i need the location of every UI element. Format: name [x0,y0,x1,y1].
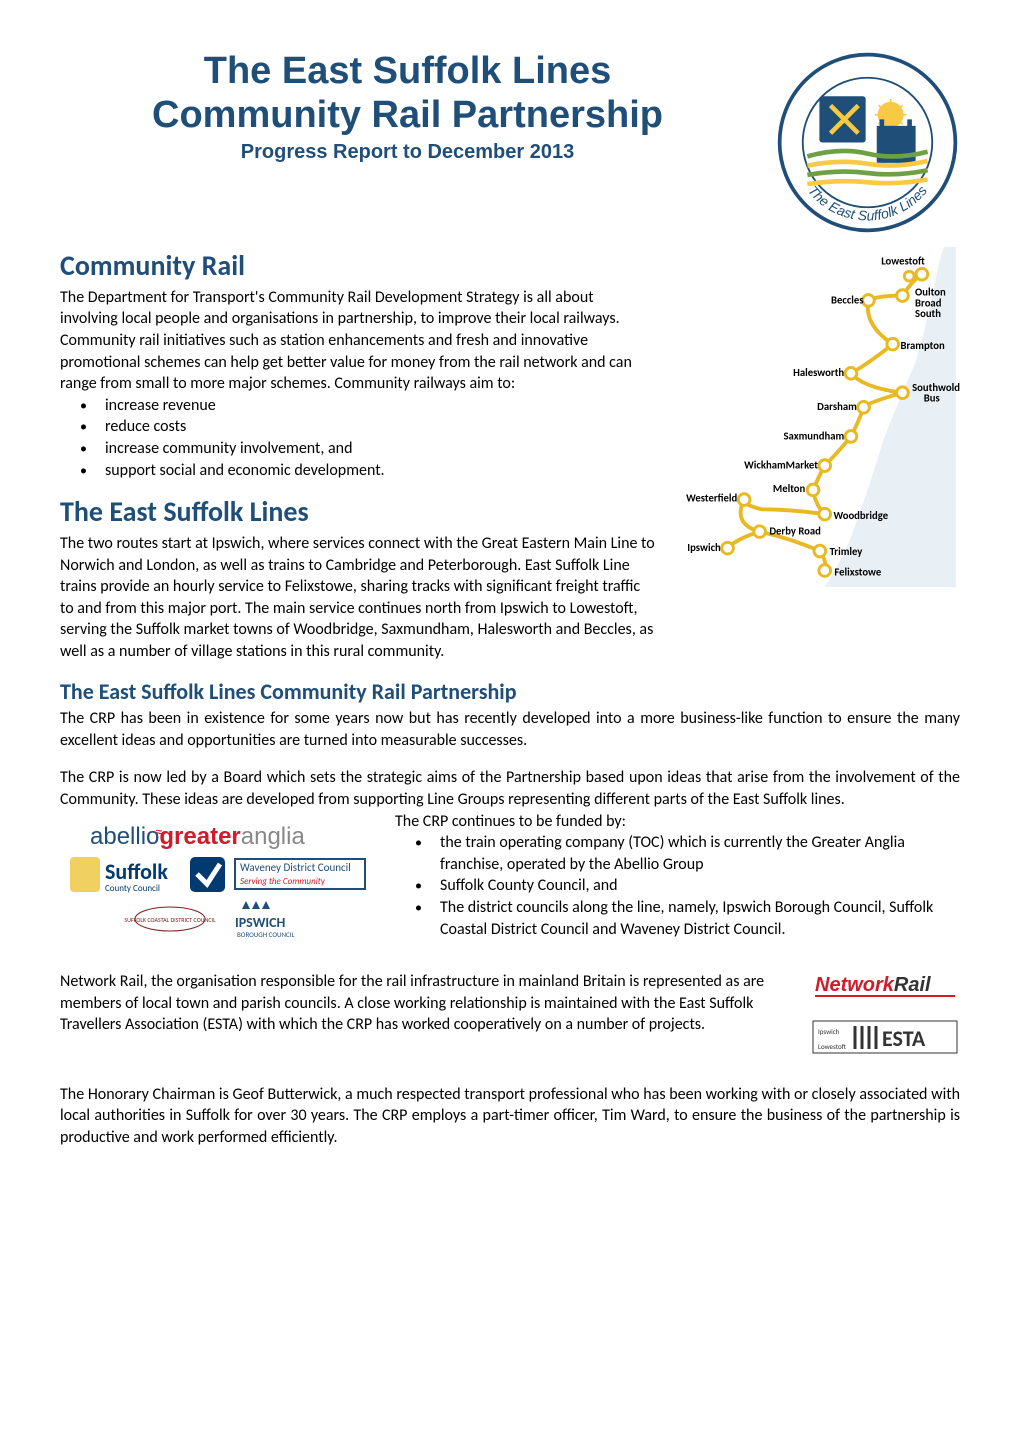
svg-text:Suffolk: Suffolk [105,858,168,885]
funders-list: the train operating company (TOC) which … [395,832,960,940]
crp-p1: The CRP has been in existence for some y… [60,708,960,751]
svg-text:Felixstowe: Felixstowe [834,565,881,578]
title-block: The East Suffolk Lines Community Rail Pa… [60,50,775,166]
crp-p2: The CRP is now led by a Board which sets… [60,767,960,810]
subtitle: Progress Report to December 2013 [60,139,755,166]
svg-text:Halesworth: Halesworth [793,366,844,379]
nr-esta-logos: NetworkRail Ipswich Lowestoft ESTA [810,971,960,1068]
svg-text:Bus: Bus [924,391,940,404]
svg-text:Brampton: Brampton [900,339,945,352]
svg-text:Lowestoft: Lowestoft [881,254,925,267]
list-item: The district councils along the line, na… [440,897,960,940]
svg-text:Serving the Community: Serving the Community [240,876,326,887]
svg-text:BOROUGH COUNCIL: BOROUGH COUNCIL [237,930,294,939]
list-item: reduce costs [105,416,655,438]
svg-text:Melton: Melton [773,482,806,495]
svg-text:Ipswich: Ipswich [687,541,721,554]
funder-logos: abelliogreateranglia ≈ Suffolk County Co… [60,811,375,956]
svg-text:Lowestoft: Lowestoft [818,1042,847,1051]
list-item: Suffolk County Council, and [440,875,960,897]
nr-para: Network Rail, the organisation responsib… [60,971,790,1036]
funders-intro: The CRP continues to be funded by: [395,811,960,833]
svg-text:Darsham: Darsham [817,400,857,413]
list-item: increase revenue [105,395,655,417]
svg-text:WickhamMarket: WickhamMarket [744,458,818,471]
svg-text:IPSWICH: IPSWICH [235,914,286,931]
heading-crp: The East Suffolk Lines Community Rail Pa… [60,677,960,707]
svg-text:ESTA: ESTA [882,1025,926,1052]
list-item: support social and economic development. [105,460,655,482]
svg-text:Saxmundham: Saxmundham [783,429,844,442]
svg-text:Westerfield: Westerfield [686,491,737,504]
list-item: increase community involvement, and [105,438,655,460]
svg-text:≈: ≈ [155,823,163,842]
svg-text:Derby Road: Derby Road [769,524,821,537]
svg-text:SUFFOLK COASTAL DISTRICT COUNC: SUFFOLK COASTAL DISTRICT COUNCIL [124,916,216,924]
svg-text:Woodbridge: Woodbridge [833,509,888,522]
svg-text:Beccles: Beccles [831,293,864,306]
main-title-line2: Community Rail Partnership [60,94,755,138]
svg-text:abelliogreateranglia: abelliogreateranglia [90,823,305,850]
main-title-line1: The East Suffolk Lines [60,50,755,94]
aims-list: increase revenue reduce costs increase c… [60,395,655,481]
svg-text:Waveney District Council: Waveney District Council [240,861,351,874]
svg-text:County Council: County Council [105,883,160,894]
svg-text:Ipswich: Ipswich [818,1027,840,1036]
route-map: Lowestoft Beccles Oulton Broad South Bra… [670,247,960,587]
community-rail-intro: The Department for Transport's Community… [60,287,655,395]
svg-text:South: South [915,307,941,320]
svg-text:Trimley: Trimley [830,545,863,558]
svg-text:NetworkRail: NetworkRail [815,974,931,996]
lines-body: The two routes start at Ipswich, where s… [60,533,655,663]
esl-logo: The East Suffolk Lines [775,50,960,235]
list-item: the train operating company (TOC) which … [440,832,960,875]
heading-lines: The East Suffolk Lines [60,493,655,531]
chairman-para: The Honorary Chairman is Geof Butterwick… [60,1084,960,1149]
